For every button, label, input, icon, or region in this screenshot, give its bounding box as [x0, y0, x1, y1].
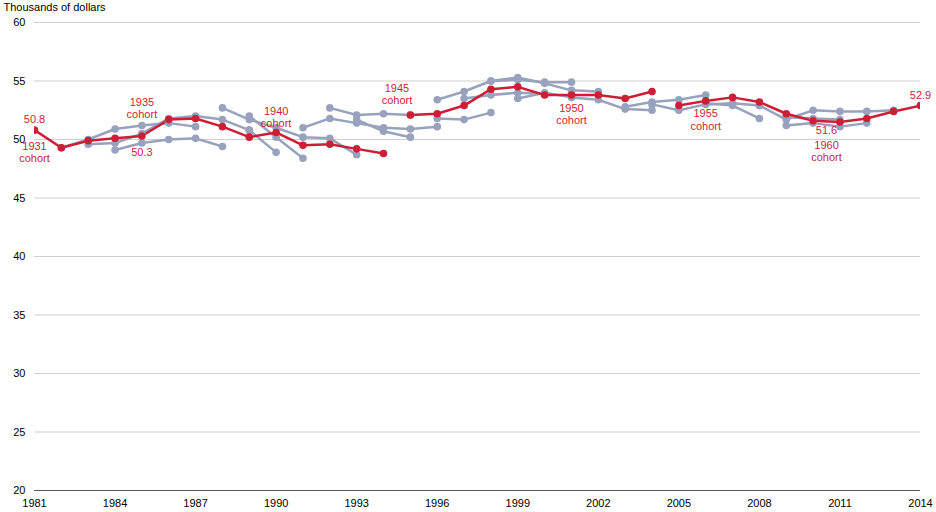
svg-text:Thousands of dollars: Thousands of dollars [4, 1, 107, 13]
svg-text:1935cohort: 1935cohort [127, 96, 158, 120]
svg-text:2002: 2002 [586, 497, 610, 509]
svg-text:50.8: 50.8 [24, 113, 45, 125]
svg-text:55: 55 [13, 75, 25, 87]
svg-text:50: 50 [13, 133, 26, 145]
svg-text:1940cohort: 1940cohort [261, 105, 292, 129]
svg-text:1984: 1984 [103, 497, 127, 509]
svg-text:2014: 2014 [908, 497, 932, 509]
svg-text:35: 35 [13, 309, 25, 321]
svg-text:40: 40 [13, 250, 25, 262]
svg-text:1931cohort: 1931cohort [19, 140, 50, 164]
svg-text:1950cohort: 1950cohort [556, 102, 587, 126]
svg-text:1999: 1999 [506, 497, 530, 509]
svg-text:2005: 2005 [667, 497, 691, 509]
svg-text:60: 60 [13, 16, 25, 28]
svg-text:1990: 1990 [264, 497, 288, 509]
svg-text:50.3: 50.3 [131, 146, 152, 158]
svg-text:1996: 1996 [425, 497, 449, 509]
svg-text:1981: 1981 [22, 497, 46, 509]
svg-text:2011: 2011 [828, 497, 852, 509]
svg-text:1987: 1987 [183, 497, 207, 509]
svg-text:1993: 1993 [344, 497, 368, 509]
svg-text:45: 45 [13, 192, 25, 204]
svg-text:1945cohort: 1945cohort [382, 82, 413, 106]
svg-text:1960cohort: 1960cohort [811, 139, 842, 163]
svg-text:1955cohort: 1955cohort [690, 107, 721, 131]
svg-text:51.6: 51.6 [816, 124, 837, 136]
svg-text:30: 30 [13, 367, 25, 379]
svg-text:20: 20 [13, 484, 25, 496]
svg-text:52.9: 52.9 [910, 89, 931, 101]
svg-text:2008: 2008 [747, 497, 771, 509]
svg-text:25: 25 [13, 426, 25, 438]
